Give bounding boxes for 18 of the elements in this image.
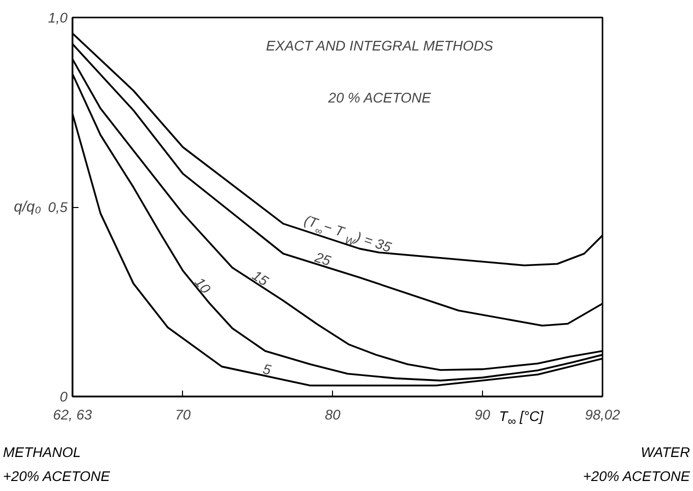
- y-tick-label: 1,0: [48, 10, 68, 26]
- y-tick-label: 0,5: [48, 199, 68, 215]
- text: WATER +20% ACETONE: [583, 443, 690, 486]
- x-axis-title: T$_{∞}$ [°C]: [499, 407, 544, 430]
- y-tick-label: 0: [60, 388, 68, 404]
- x-tick-label: 98,02: [584, 406, 620, 422]
- text: METHANOL +20% ACETONE: [3, 443, 110, 486]
- x-tick-label: 80: [324, 406, 341, 422]
- y-axis-title: q/q₀: [14, 198, 42, 216]
- x-tick-label: 90: [474, 406, 490, 422]
- text: 5: [262, 360, 273, 378]
- text: EXACT AND INTEGRAL METHODS: [266, 38, 494, 54]
- text: 10: [192, 274, 214, 297]
- x-tick-label: 70: [175, 406, 191, 422]
- text: 20 % ACETONE: [327, 90, 432, 106]
- text: 15: [250, 266, 272, 289]
- x-tick-label: 62, 63: [53, 406, 92, 422]
- text: 25: [312, 248, 333, 269]
